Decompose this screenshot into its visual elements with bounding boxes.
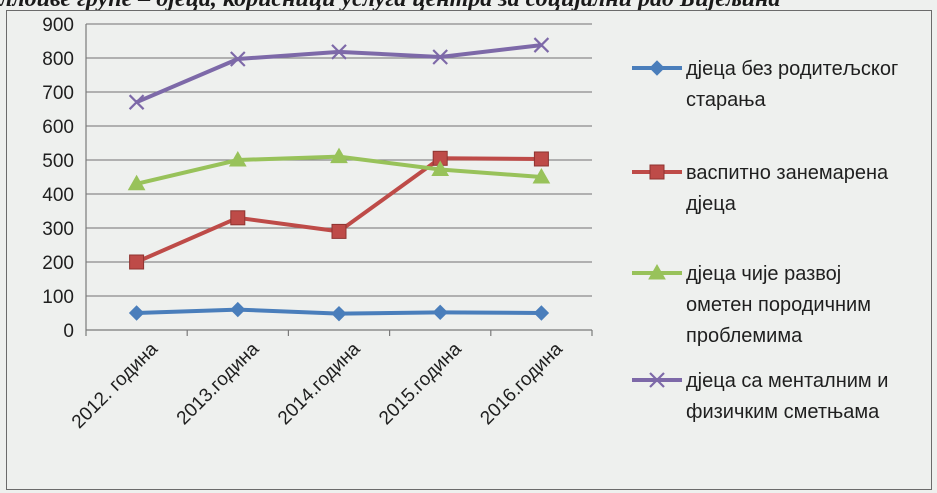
x-tick-label: 2015.година [375, 338, 466, 429]
y-tick-label: 500 [42, 151, 74, 172]
x-tick-label: 2012. година [68, 338, 163, 433]
series-4 [128, 37, 550, 110]
series-1 [128, 301, 550, 322]
data-point [432, 49, 448, 65]
marker-stroke [331, 44, 347, 60]
legend-swatch-marker [649, 164, 665, 180]
legend-swatch-marker [649, 372, 665, 388]
y-tick-label: 300 [42, 219, 74, 240]
data-point [127, 174, 146, 191]
data-point [331, 44, 347, 60]
legend-label: ометен породичним [686, 294, 871, 316]
series-lines [127, 37, 551, 322]
data-point [432, 304, 448, 321]
data-point [129, 254, 145, 270]
series-line [135, 43, 542, 105]
data-point [230, 301, 246, 318]
data-point [128, 305, 145, 321]
series-2 [129, 150, 549, 270]
data-point [533, 151, 549, 167]
legend-label: дјеца без родитељског [686, 58, 898, 80]
legend-entry-3: дјеца чије развој ометен породичним пробле… [632, 263, 871, 347]
legend-label: васпитно занемарена [686, 162, 889, 184]
legend-entry-4: дјеца са менталним и физичким сметњама [632, 370, 888, 423]
series-3 [127, 147, 551, 191]
marker-stroke [533, 37, 550, 53]
page-title: ллоиве групе – дјеца, корисници услуга ц… [0, 0, 937, 13]
legend-label: дјеца [686, 193, 737, 215]
legend-swatch-marker [649, 60, 665, 76]
y-tick-label: 0 [63, 321, 74, 342]
legend: дјеца без родитељског старања васпитно зан… [632, 58, 898, 423]
marker-stroke [230, 51, 246, 67]
legend-entry-2: васпитно занемарена дјеца [632, 162, 889, 215]
x-tick-label: 2014.година [274, 338, 365, 429]
y-tick-label: 100 [42, 287, 74, 308]
data-point [533, 37, 550, 53]
x-tick-label: 2016.година [476, 338, 567, 429]
data-point [230, 51, 246, 67]
data-point [228, 150, 247, 167]
marker-stroke [649, 372, 665, 388]
y-tick-label: 700 [42, 83, 74, 104]
legend-label: старања [686, 89, 767, 111]
data-point [230, 210, 246, 226]
legend-swatch-marker [648, 263, 666, 280]
data-point [533, 305, 550, 321]
y-tick-label: 800 [42, 49, 74, 70]
legend-label: дјеца са менталним и [686, 370, 888, 392]
marker-stroke [128, 94, 145, 110]
y-tick-label: 200 [42, 253, 74, 274]
axes: 0 100 200 300 400 500 600 700 800 900 2012. година… [42, 15, 593, 433]
marker-stroke [432, 49, 448, 65]
data-point [431, 160, 450, 177]
legend-label: дјеца чије развој [686, 263, 841, 285]
data-point [331, 223, 347, 239]
x-tick-label: 2013.година [173, 338, 264, 429]
y-tick-label: 900 [42, 15, 74, 36]
data-point [330, 147, 348, 164]
y-tick-label: 400 [42, 185, 74, 206]
data-point [532, 167, 551, 184]
legend-label: проблемима [686, 325, 803, 347]
legend-entry-1: дјеца без родитељског старања [632, 58, 898, 111]
legend-label: физичким сметњама [686, 401, 880, 423]
data-point [331, 305, 347, 322]
y-tick-label: 600 [42, 117, 74, 138]
data-point [128, 94, 145, 110]
